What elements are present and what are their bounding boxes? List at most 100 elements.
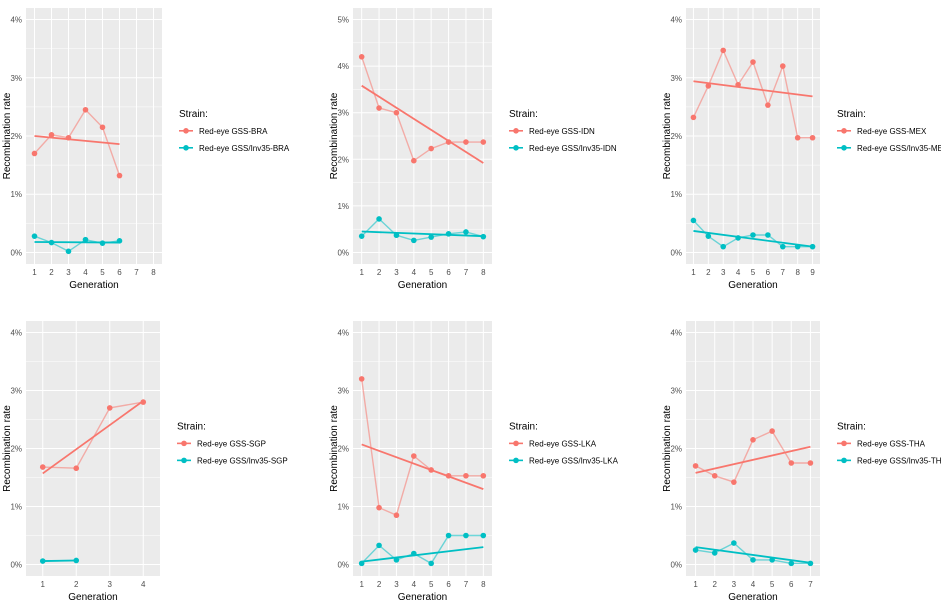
- x-axis-title: Generation: [68, 592, 117, 603]
- legend-entry: Red-eye GSS-MEX: [857, 127, 927, 136]
- y-tick-label: 2%: [10, 132, 22, 141]
- y-tick-label: 1%: [670, 503, 682, 512]
- x-tick-label: 4: [83, 268, 88, 277]
- legend-entry: Red-eye GSS-BRA: [199, 127, 268, 136]
- x-tick-label: 1: [359, 580, 364, 589]
- legend-entry: Red-eye GSS-IDN: [529, 127, 595, 136]
- data-point-teal: [358, 560, 365, 567]
- data-point-teal: [393, 557, 400, 563]
- x-tick-label: 4: [736, 268, 741, 277]
- data-point-teal: [692, 547, 699, 553]
- x-tick-label: 4: [412, 268, 417, 277]
- data-point-red: [31, 150, 38, 157]
- chart-panel-5: 0% 1% 2% 3% 4% 1 2 3 4 5 6 7 8 Generation Recombinatio…: [329, 321, 619, 603]
- x-tick-label: 6: [117, 268, 122, 277]
- data-point-teal: [765, 232, 771, 238]
- legend-key-point: [841, 457, 847, 464]
- y-tick-label: 4%: [10, 328, 22, 337]
- y-tick-label: 2%: [670, 132, 682, 141]
- legend-title: Strain:: [509, 421, 538, 432]
- x-tick-label: 4: [412, 580, 417, 589]
- data-point-teal: [794, 243, 801, 250]
- data-point-red: [480, 139, 487, 145]
- x-axis-title: Generation: [728, 280, 777, 291]
- legend-title: Strain:: [509, 109, 538, 120]
- data-point-teal: [735, 235, 741, 241]
- x-tick-label: 7: [464, 580, 469, 589]
- legend-key-point: [841, 440, 847, 447]
- data-point-teal: [750, 232, 756, 238]
- data-point-teal: [65, 248, 72, 255]
- data-point-red: [765, 102, 771, 108]
- legend-entry: Red-eye GSS-THA: [857, 439, 926, 448]
- series-line-red: [361, 378, 484, 517]
- data-point-red: [428, 467, 434, 473]
- trend-line-red: [34, 135, 120, 146]
- x-tick-label: 8: [481, 268, 486, 277]
- y-tick-label: 0%: [10, 561, 22, 570]
- y-tick-label: 2%: [10, 445, 22, 454]
- data-point-red: [809, 134, 816, 141]
- data-point-red: [731, 479, 737, 485]
- y-tick-label: 2%: [337, 445, 349, 454]
- x-tick-label: 5: [429, 268, 434, 277]
- y-tick-label: 1%: [10, 190, 22, 199]
- data-point-red: [463, 139, 469, 145]
- data-point-teal: [428, 234, 434, 240]
- x-tick-label: 2: [712, 580, 717, 589]
- y-tick-label: 0%: [337, 561, 349, 570]
- y-tick-label: 4%: [337, 62, 349, 71]
- data-point-red: [735, 81, 741, 88]
- y-tick-label: 0%: [670, 561, 682, 570]
- legend-title: Strain:: [179, 109, 208, 120]
- legend-entry: Red-eye GSS/Inv35-IDN: [529, 144, 617, 153]
- y-tick-label: 2%: [670, 445, 682, 454]
- legend-key-point: [841, 145, 847, 151]
- data-point-red: [376, 105, 382, 111]
- data-point-red: [445, 139, 452, 145]
- x-tick-label: 2: [377, 268, 382, 277]
- y-tick-label: 4%: [10, 16, 22, 25]
- data-point-teal: [779, 243, 786, 250]
- data-point-teal: [48, 239, 55, 246]
- y-tick-label: 1%: [670, 190, 682, 199]
- x-tick-label: 7: [464, 268, 469, 277]
- legend-key-point: [513, 440, 519, 447]
- x-tick-label: 6: [446, 268, 451, 277]
- x-tick-label: 5: [770, 580, 775, 589]
- data-point-red: [750, 59, 756, 65]
- trend-line-teal: [361, 546, 484, 563]
- data-point-red: [140, 399, 147, 405]
- data-point-red: [65, 134, 72, 141]
- trend-line-red: [361, 443, 484, 490]
- data-point-teal: [82, 236, 89, 243]
- data-point-teal: [39, 558, 46, 564]
- data-point-teal: [690, 217, 697, 224]
- legend-title: Strain:: [177, 421, 206, 432]
- x-axis-title: Generation: [69, 280, 118, 291]
- x-tick-label: 7: [134, 268, 139, 277]
- data-point-teal: [445, 231, 452, 237]
- data-point-teal: [720, 243, 727, 250]
- data-point-teal: [116, 238, 123, 244]
- legend-entry: Red-eye GSS/Inv35-LKA: [529, 456, 619, 465]
- data-point-teal: [731, 540, 737, 546]
- x-tick-label: 4: [141, 580, 146, 589]
- x-tick-label: 3: [721, 268, 726, 277]
- x-tick-label: 1: [359, 268, 364, 277]
- data-point-red: [376, 504, 382, 511]
- y-tick-label: 3%: [10, 386, 22, 395]
- x-tick-label: 1: [32, 268, 37, 277]
- data-point-red: [794, 134, 801, 141]
- x-tick-label: 5: [429, 580, 434, 589]
- data-point-red: [779, 63, 786, 69]
- data-point-red: [720, 47, 727, 54]
- y-tick-label: 1%: [337, 202, 349, 211]
- x-axis-title: Generation: [398, 280, 447, 291]
- chart-panel-3: 0% 1% 2% 3% 4% 1 2 3 4 5 6 7 8 9 Generation Recombinati…: [662, 8, 941, 291]
- data-point-red: [99, 124, 106, 131]
- data-point-red: [480, 472, 487, 479]
- y-tick-label: 0%: [337, 248, 349, 257]
- y-tick-label: 2%: [337, 155, 349, 164]
